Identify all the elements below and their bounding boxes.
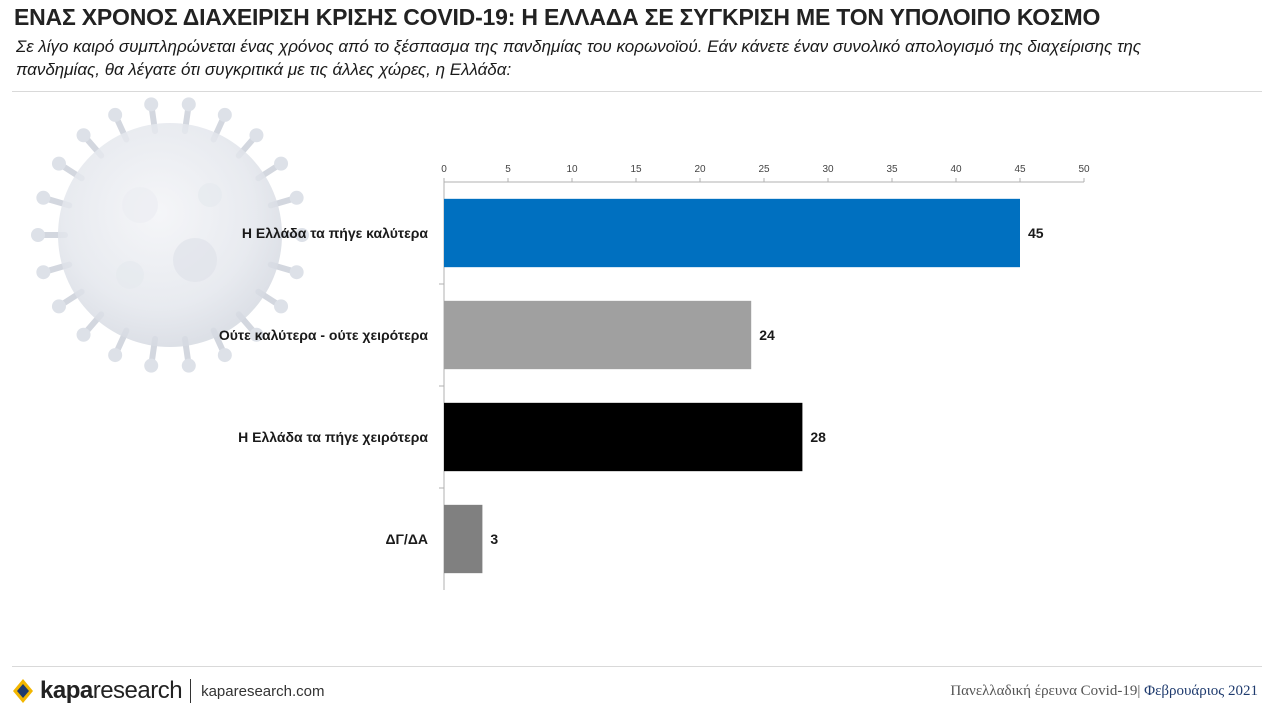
coronavirus-icon (31, 97, 309, 373)
website-link[interactable]: kaparesearch.com (201, 682, 325, 700)
x-tick-label: 50 (1078, 164, 1090, 175)
survey-date: Φεβρουάριος 2021 (1144, 683, 1258, 699)
x-tick-label: 45 (1014, 164, 1026, 175)
bar (444, 504, 483, 574)
x-tick-label: 10 (566, 164, 578, 175)
page-title: ΕΝΑΣ ΧΡΟΝΟΣ ΔΙΑΧΕΙΡΙΣΗ ΚΡΙΣΗΣ COVID-19: … (14, 4, 1101, 30)
x-tick-label: 35 (886, 164, 898, 175)
brand-logo[interactable]: kapa research kaparesearch.com (12, 676, 324, 706)
category-label: Η Ελλάδα τα πήγε χειρότερα (238, 429, 428, 445)
data-label: 45 (1028, 225, 1044, 241)
x-tick-label: 0 (441, 164, 447, 175)
category-label: Η Ελλάδα τα πήγε καλύτερα (242, 225, 429, 241)
x-tick-label: 5 (505, 164, 511, 175)
footer-divider (12, 666, 1262, 667)
brand-name-light: research (92, 677, 183, 704)
question-text: Σε λίγο καιρό συμπληρώνεται ένας χρόνος … (16, 37, 1142, 79)
footer-survey-info: Πανελλαδική έρευνα Covid-19| Φεβρουάριος… (950, 683, 1258, 700)
data-label: 28 (810, 429, 826, 445)
x-tick-label: 20 (694, 164, 706, 175)
survey-name: Πανελλαδική έρευνα Covid-19| (950, 683, 1141, 699)
data-label: 3 (490, 531, 498, 547)
header-divider (12, 91, 1262, 92)
category-label: ΔΓ/ΔΑ (385, 531, 428, 547)
category-label: Ούτε καλύτερα - ούτε χειρότερα (219, 327, 429, 343)
kapa-logo-icon (13, 679, 33, 703)
logo-separator (190, 679, 192, 703)
data-label: 24 (759, 327, 775, 343)
x-tick-label: 25 (758, 164, 770, 175)
x-tick-label: 40 (950, 164, 962, 175)
bar (444, 198, 1020, 268)
bar (444, 402, 803, 472)
x-tick-label: 30 (822, 164, 834, 175)
brand-name-bold: kapa (40, 677, 93, 704)
x-tick-label: 15 (630, 164, 642, 175)
bar (444, 300, 752, 370)
